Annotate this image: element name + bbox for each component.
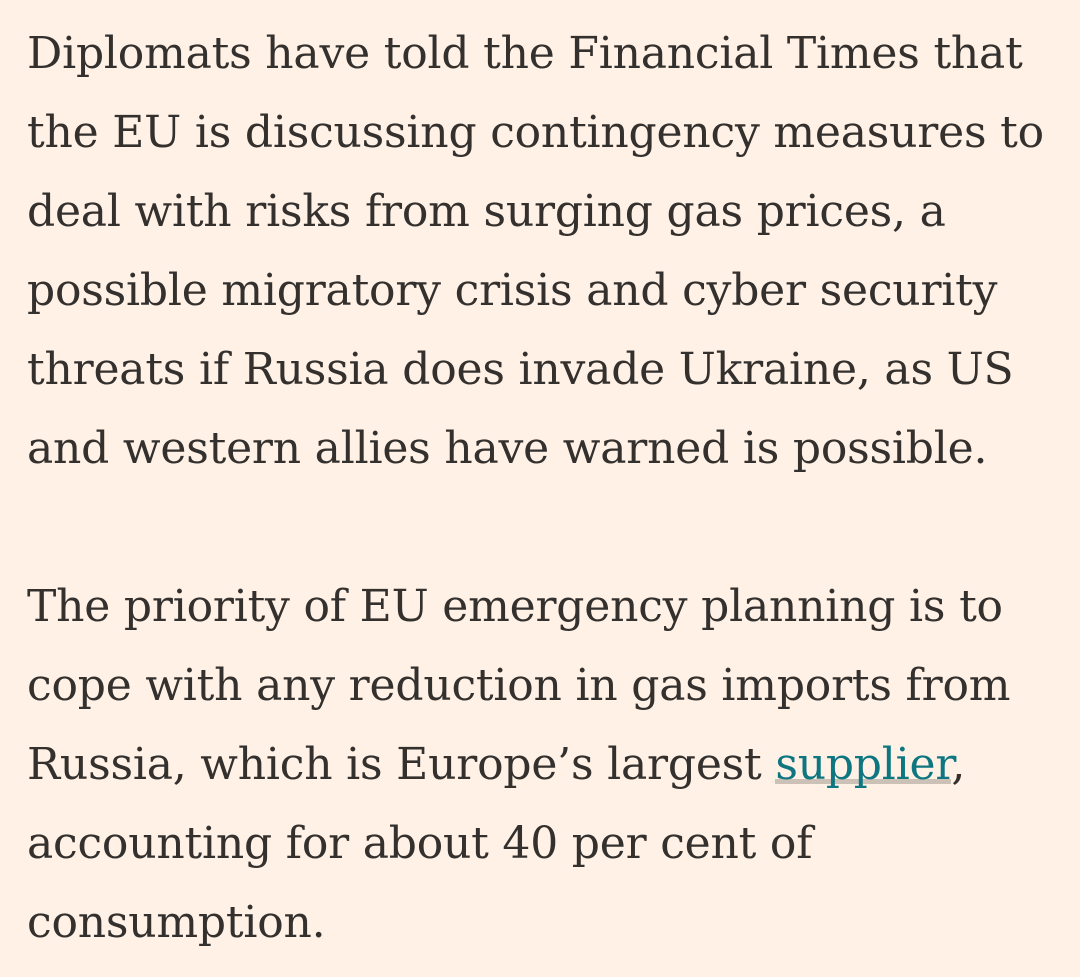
paragraph-priority-text-start: The priority of EU emergency planning is…	[27, 581, 1011, 790]
paragraph-diplomats: Diplomats have told the Financial Times …	[27, 28, 1044, 474]
paragraph-priority-text-end: , accounting for about 40 per cent of co…	[27, 739, 966, 948]
supplier-link[interactable]: supplier	[775, 739, 952, 790]
article-body: Diplomats have told the Financial Times …	[27, 14, 1067, 962]
paragraph-priority: The priority of EU emergency planning is…	[27, 567, 1067, 962]
